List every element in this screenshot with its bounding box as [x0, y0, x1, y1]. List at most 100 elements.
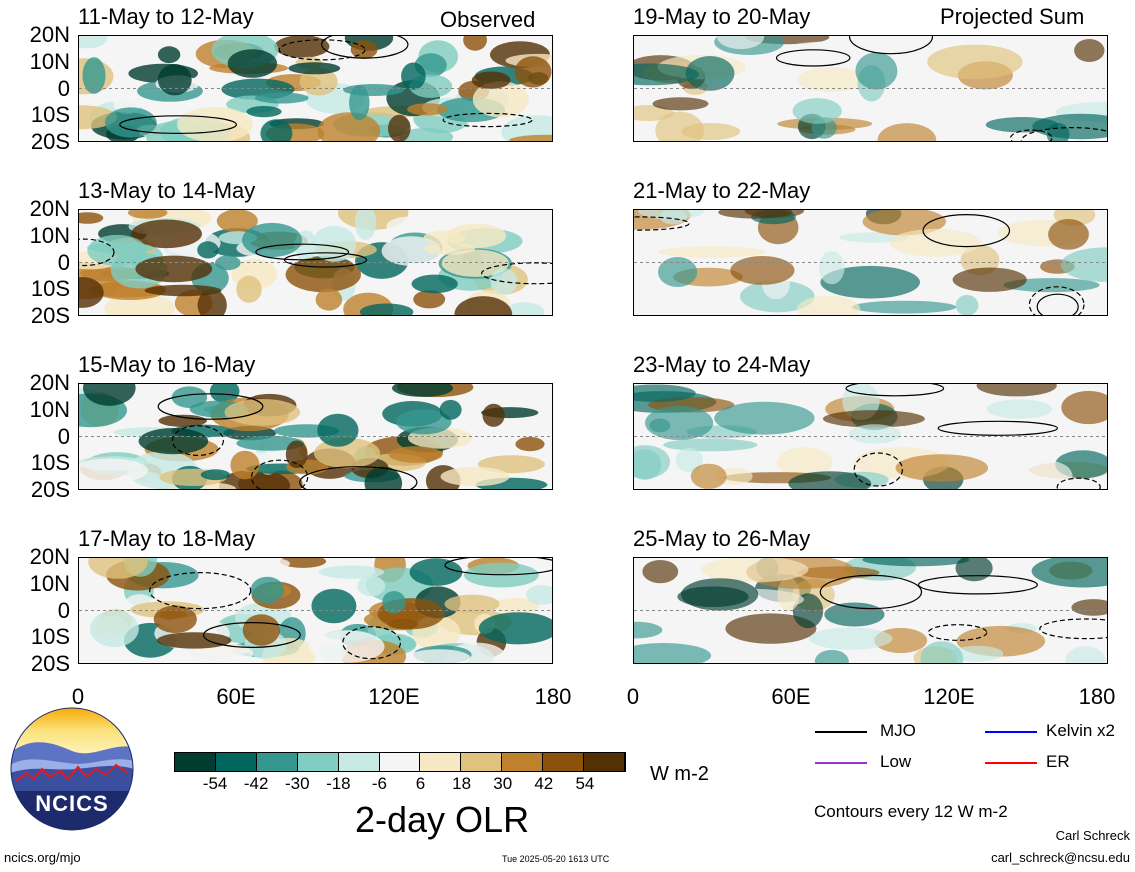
olr-anomaly-patch — [242, 222, 302, 258]
lat-label: 0 — [57, 597, 70, 623]
colorbar-tick-label: -54 — [202, 774, 228, 793]
olr-anomaly-patch — [471, 71, 511, 89]
olr-anomaly-patch — [862, 210, 946, 236]
olr-map-panel-2 — [78, 209, 553, 316]
olr-anomaly-patch — [877, 123, 937, 141]
mjo-contour — [634, 216, 690, 231]
olr-anomaly-patch — [209, 384, 240, 404]
olr-anomaly-patch — [274, 36, 330, 58]
olr-anomaly-patch — [401, 62, 426, 90]
olr-anomaly-patch — [79, 212, 104, 224]
lat-label: 0 — [57, 75, 70, 101]
olr-anomaly-patch — [311, 588, 357, 624]
olr-anomaly-patch — [848, 424, 901, 444]
olr-anomaly-patch — [144, 284, 222, 297]
olr-anomaly-patch — [224, 399, 301, 426]
olr-anomaly-patch — [797, 67, 866, 93]
olr-anomaly-patch — [797, 295, 861, 315]
olr-anomaly-patch — [83, 384, 136, 406]
olr-anomaly-patch — [359, 303, 414, 315]
mjo-contour — [442, 112, 533, 128]
olr-anomaly-patch — [158, 414, 207, 427]
mjo-contour — [157, 393, 264, 420]
olr-anomaly-patch — [690, 463, 727, 489]
colorbar-swatch — [461, 753, 503, 771]
mjo-contour — [819, 574, 923, 610]
olr-map-panel-1 — [78, 35, 553, 142]
olr-anomaly-patch — [157, 46, 181, 64]
olr-anomaly-patch — [315, 288, 343, 311]
olr-anomaly-patch — [446, 223, 507, 248]
colorbar-tick-label: 54 — [575, 774, 595, 793]
lat-label: 10S — [30, 276, 70, 302]
mjo-contour — [1028, 286, 1085, 315]
mjo-contour — [283, 252, 368, 268]
mjo-contour — [1036, 293, 1079, 315]
legend-swatch-er — [985, 762, 1037, 764]
olr-anomaly-patch — [718, 210, 793, 219]
olr-anomaly-patch — [381, 236, 441, 266]
olr-anomaly-patch — [153, 605, 197, 634]
mjo-contour — [171, 425, 225, 456]
olr-anomaly-patch — [657, 246, 767, 258]
colorbar-tick-label: -6 — [371, 774, 388, 793]
olr-anomaly-patch — [127, 210, 168, 219]
olr-anomaly-patch — [862, 558, 970, 567]
olr-anomaly-patch — [411, 274, 458, 294]
legend-label-mjo: MJO — [880, 721, 916, 740]
olr-anomaly-patch — [407, 103, 448, 116]
olr-anomaly-patch — [88, 558, 148, 579]
legend-label-low: Low — [880, 752, 912, 771]
olr-anomaly-patch — [725, 613, 817, 644]
olr-anomaly-patch — [482, 403, 505, 427]
olr-field — [79, 36, 552, 141]
olr-anomaly-patch — [463, 36, 487, 51]
olr-anomaly-patch — [444, 594, 500, 614]
olr-anomaly-patch — [215, 255, 241, 271]
olr-anomaly-patch — [454, 296, 513, 315]
olr-anomaly-patch — [634, 621, 663, 639]
colorbar-swatch — [175, 753, 216, 771]
olr-field — [634, 558, 1107, 663]
olr-anomaly-patch — [187, 643, 254, 663]
olr-anomaly-patch — [976, 384, 1057, 397]
olr-anomaly-patch — [392, 384, 453, 397]
olr-field — [79, 384, 552, 489]
panel-title-5: 19-May to 20-May — [633, 4, 811, 29]
olr-anomaly-patch — [642, 560, 679, 584]
mjo-contour — [250, 459, 309, 489]
olr-anomaly-patch — [254, 92, 309, 104]
olr-anomaly-patch — [396, 409, 452, 435]
lat-label: 20N — [29, 370, 70, 395]
olr-anomaly-patch — [317, 112, 381, 141]
olr-anomaly-patch — [706, 107, 764, 128]
mjo-contour — [922, 214, 1011, 248]
lat-label: 10S — [30, 450, 70, 476]
mjo-contour — [79, 238, 115, 267]
olr-anomaly-patch — [777, 447, 833, 478]
olr-anomaly-patch — [824, 602, 885, 627]
olr-anomaly-patch — [388, 619, 419, 630]
lon-label: 0 — [71, 684, 85, 709]
olr-anomaly-patch — [318, 565, 385, 579]
olr-anomaly-patch — [317, 413, 359, 447]
colorbar-swatch — [256, 753, 298, 771]
colorbar-tick-label: 18 — [452, 774, 472, 793]
colorbar-tick-label: -42 — [243, 774, 269, 793]
mjo-contour — [845, 384, 945, 397]
olr-anomaly-patch — [216, 210, 258, 233]
lat-label: 20N — [29, 544, 70, 569]
olr-anomaly-patch — [285, 440, 308, 469]
footer-url[interactable]: ncics.org/mjo — [4, 850, 81, 865]
olr-anomaly-patch — [349, 85, 370, 121]
olr-anomaly-patch — [439, 399, 462, 420]
olr-anomaly-patch — [645, 405, 714, 440]
olr-anomaly-patch — [104, 107, 157, 138]
olr-anomaly-patch — [440, 466, 510, 487]
olr-anomaly-patch — [441, 249, 509, 277]
olr-anomaly-patch — [428, 210, 475, 227]
olr-anomaly-patch — [952, 267, 1027, 292]
panel-title-7: 23-May to 24-May — [633, 352, 811, 377]
footer-email[interactable]: carl_schreck@ncsu.edu — [991, 850, 1130, 865]
mjo-contour — [299, 466, 418, 489]
